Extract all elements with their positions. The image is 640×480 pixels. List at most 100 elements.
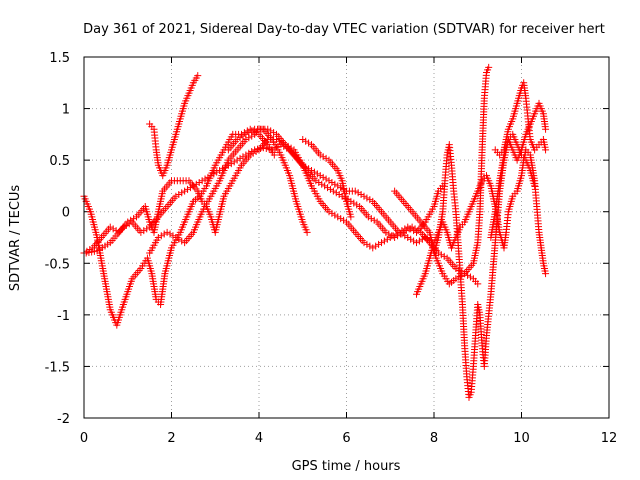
data-point bbox=[382, 228, 390, 236]
data-point bbox=[319, 153, 327, 161]
data-point bbox=[256, 144, 264, 152]
y-tick-label: 0.5 bbox=[49, 154, 70, 169]
data-point bbox=[254, 145, 262, 153]
data-point bbox=[466, 273, 474, 281]
data-point bbox=[172, 234, 180, 241]
data-point bbox=[325, 208, 333, 216]
data-point bbox=[328, 209, 336, 217]
data-point bbox=[316, 172, 324, 180]
data-point bbox=[157, 232, 165, 240]
data-point bbox=[122, 221, 130, 229]
data-point bbox=[405, 225, 413, 233]
data-point bbox=[542, 125, 550, 133]
data-point bbox=[192, 180, 200, 188]
data-point bbox=[414, 227, 422, 235]
data-point bbox=[347, 213, 355, 221]
data-point bbox=[464, 271, 472, 279]
data-point bbox=[329, 187, 337, 195]
data-point bbox=[270, 151, 278, 159]
data-point bbox=[363, 240, 371, 248]
data-point bbox=[204, 173, 212, 181]
data-point bbox=[195, 178, 203, 186]
data-point bbox=[395, 228, 403, 236]
data-point bbox=[233, 136, 241, 144]
data-point bbox=[325, 177, 333, 185]
data-point bbox=[137, 228, 145, 236]
data-point bbox=[239, 153, 247, 161]
data-point bbox=[227, 160, 235, 168]
data-point bbox=[322, 154, 330, 162]
data-point bbox=[313, 170, 321, 178]
data-point bbox=[383, 235, 391, 243]
data-point bbox=[186, 184, 194, 192]
data-point bbox=[299, 136, 307, 144]
data-point bbox=[207, 172, 215, 180]
x-tick-label: 8 bbox=[430, 431, 438, 446]
data-point bbox=[474, 280, 482, 288]
data-point bbox=[230, 158, 238, 166]
y-tick-label: -2 bbox=[57, 412, 70, 427]
series-track-9 bbox=[413, 146, 550, 298]
data-point bbox=[262, 144, 270, 152]
data-point bbox=[458, 271, 466, 279]
series-track-1 bbox=[80, 125, 278, 329]
data-point bbox=[140, 227, 148, 235]
data-point bbox=[321, 182, 329, 190]
data-point bbox=[440, 252, 448, 260]
x-tick-label: 12 bbox=[601, 431, 618, 446]
data-point bbox=[213, 168, 221, 176]
data-point bbox=[181, 187, 189, 195]
data-point bbox=[194, 72, 202, 80]
data-point bbox=[415, 237, 423, 245]
y-tick-label: 1 bbox=[62, 103, 70, 118]
data-point bbox=[251, 146, 259, 154]
data-point bbox=[127, 216, 135, 224]
data-point bbox=[404, 234, 412, 241]
data-point bbox=[233, 156, 241, 164]
data-point bbox=[319, 173, 327, 181]
data-point bbox=[542, 270, 550, 278]
data-point bbox=[388, 232, 396, 240]
data-point bbox=[106, 223, 114, 231]
plot-area bbox=[80, 63, 550, 401]
data-point bbox=[531, 182, 539, 190]
data-point bbox=[248, 148, 256, 156]
data-point bbox=[172, 192, 180, 200]
data-point bbox=[353, 201, 361, 209]
data-point bbox=[303, 228, 311, 236]
data-point bbox=[189, 182, 197, 190]
data-point bbox=[305, 165, 313, 173]
data-point bbox=[302, 137, 310, 145]
x-tick-label: 10 bbox=[513, 431, 530, 446]
y-axis-label: SDTVAR / TECUs bbox=[8, 185, 23, 292]
data-point bbox=[402, 227, 410, 235]
series-track-10 bbox=[491, 79, 550, 159]
x-axis-label: GPS time / hours bbox=[292, 459, 401, 474]
data-point bbox=[310, 168, 318, 176]
data-point bbox=[411, 225, 419, 233]
data-point bbox=[259, 144, 267, 152]
data-point bbox=[351, 187, 359, 195]
x-tick-label: 2 bbox=[167, 431, 175, 446]
data-point bbox=[354, 189, 362, 197]
data-point bbox=[299, 161, 307, 169]
data-point bbox=[166, 230, 174, 238]
data-point bbox=[154, 234, 162, 241]
plot-frame bbox=[83, 56, 610, 419]
data-point bbox=[324, 184, 332, 192]
y-tick-label: -0.5 bbox=[45, 257, 70, 272]
y-tick-label: 1.5 bbox=[49, 51, 70, 66]
data-point bbox=[322, 175, 330, 183]
data-point bbox=[178, 189, 186, 197]
series-track-8 bbox=[391, 63, 493, 288]
data-point bbox=[184, 185, 192, 193]
series-track-5 bbox=[146, 72, 202, 180]
data-point bbox=[334, 213, 342, 221]
data-point bbox=[270, 129, 278, 137]
data-point bbox=[328, 178, 336, 186]
data-point bbox=[236, 134, 244, 142]
data-point bbox=[245, 129, 253, 137]
data-point bbox=[326, 185, 334, 193]
